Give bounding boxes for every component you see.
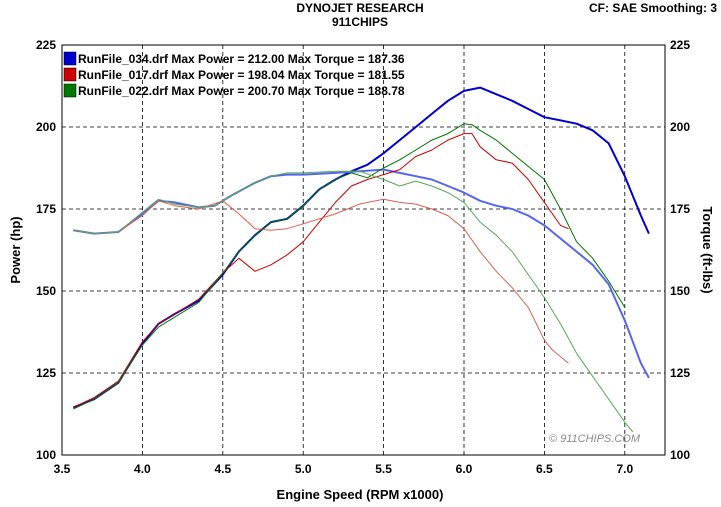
x-tick-label: 5.0 xyxy=(295,462,312,476)
legend-entry: RunFile_022.drf Max Power = 200.70 Max T… xyxy=(78,84,405,98)
series-line-runfile-017-drf-torque xyxy=(73,198,569,364)
x-tick-label: 3.5 xyxy=(54,462,71,476)
y-tick-label: 225 xyxy=(36,38,56,52)
y-axis-right-ticks: 100 125 150 175 200 225 xyxy=(670,38,690,462)
legend-swatch xyxy=(63,83,77,98)
legend: RunFile_034.drf Max Power = 212.00 Max T… xyxy=(63,51,405,98)
y-tick-label: 200 xyxy=(36,120,56,134)
series-line-runfile-022-drf-torque xyxy=(73,170,634,433)
y-axis-right-label: Torque (ft-lbs) xyxy=(700,206,715,293)
legend-entry: RunFile_034.drf Max Power = 212.00 Max T… xyxy=(78,52,405,66)
series-line-runfile-022-drf-power xyxy=(73,123,626,410)
x-tick-label: 6.0 xyxy=(456,462,473,476)
x-axis-label: Engine Speed (RPM x1000) xyxy=(277,487,444,502)
y-tick-label: 175 xyxy=(36,202,56,216)
y-axis-ticks: 100 125 150 175 200 225 xyxy=(36,38,56,462)
series-line-runfile-034-drf-power xyxy=(72,86,650,409)
chart-subtitle: 911CHIPS xyxy=(331,15,389,29)
y-tick-label: 125 xyxy=(36,366,56,380)
y-right-tick-label: 200 xyxy=(670,120,690,134)
x-tick-label: 4.0 xyxy=(134,462,151,476)
x-tick-label: 5.5 xyxy=(375,462,392,476)
watermark: © 911CHIPS.COM xyxy=(549,433,641,445)
y-tick-label: 150 xyxy=(36,284,56,298)
settings-label: CF: SAE Smoothing: 3 xyxy=(589,1,717,15)
y-right-tick-label: 125 xyxy=(670,366,690,380)
legend-swatch xyxy=(63,51,77,66)
y-right-tick-label: 150 xyxy=(670,284,690,298)
legend-swatch xyxy=(63,67,77,82)
series-lines xyxy=(72,86,650,433)
y-right-tick-label: 225 xyxy=(670,38,690,52)
plot-area xyxy=(61,44,666,456)
x-axis-ticks: 3.5 4.0 4.5 5.0 5.5 6.0 6.5 7.0 xyxy=(54,462,634,476)
legend-entry: RunFile_017.drf Max Power = 198.04 Max T… xyxy=(78,68,405,82)
x-tick-label: 6.5 xyxy=(536,462,553,476)
grid xyxy=(62,45,665,455)
y-tick-label: 100 xyxy=(36,448,56,462)
series-line-runfile-017-drf-power xyxy=(73,133,569,408)
y-axis-label: Power (hp) xyxy=(8,216,23,283)
series-line-runfile-034-drf-torque xyxy=(73,168,650,379)
x-tick-label: 4.5 xyxy=(214,462,231,476)
x-tick-label: 7.0 xyxy=(616,462,633,476)
y-right-tick-label: 175 xyxy=(670,202,690,216)
chart-title: DYNOJET RESEARCH xyxy=(296,1,424,15)
y-right-tick-label: 100 xyxy=(670,448,690,462)
